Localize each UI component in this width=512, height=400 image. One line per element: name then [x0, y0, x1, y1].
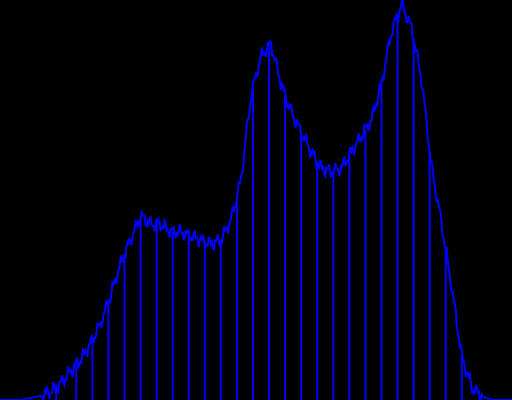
spike-lines	[55, 15, 463, 400]
